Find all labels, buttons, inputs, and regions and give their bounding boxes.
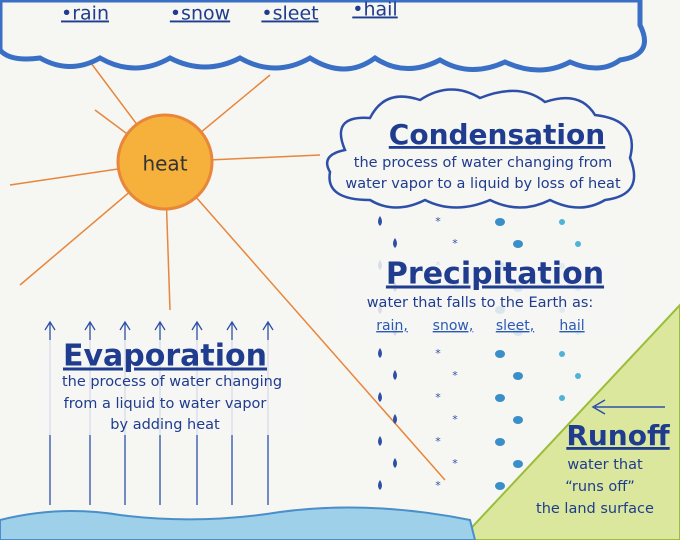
sleet-pellet	[495, 394, 505, 402]
hail-stone	[559, 219, 565, 225]
evaporation-text: the process of water changing	[62, 374, 282, 390]
sleet-pellet	[513, 372, 523, 380]
rain-drop	[378, 216, 382, 226]
snow-flake: *	[452, 457, 458, 470]
hail-stone	[559, 395, 565, 401]
label-backing	[335, 258, 625, 338]
snow-flake: *	[435, 215, 441, 228]
snow-flake: *	[452, 237, 458, 250]
precipitation-title: Precipitation	[386, 257, 604, 292]
rain-drop	[378, 348, 382, 358]
snow-flake: *	[435, 435, 441, 448]
rain-drop	[393, 414, 397, 424]
rain-drop	[378, 392, 382, 402]
top-item: •hail	[352, 0, 397, 21]
snow-flake: *	[452, 413, 458, 426]
water	[0, 506, 477, 540]
condensation-text: the process of water changing from	[354, 155, 612, 171]
condensation-cloud	[325, 88, 636, 209]
snow-flake: *	[435, 347, 441, 360]
snow-flake: *	[435, 479, 441, 492]
precipitation-text: water that falls to the Earth as:	[367, 295, 594, 311]
top-item: •rain	[61, 3, 109, 25]
condensation-title: Condensation	[389, 118, 605, 151]
land	[458, 303, 680, 540]
runoff-text: water that	[567, 457, 643, 473]
runoff-arrow	[591, 399, 665, 415]
runoff-title: Runoff	[566, 419, 670, 452]
precipitation-type: rain,	[376, 318, 408, 334]
top-cloud	[0, 0, 647, 73]
hail-stone	[575, 241, 581, 247]
top-item: •sleet	[261, 3, 318, 25]
evaporation-title: Evaporation	[63, 339, 267, 374]
evaporation-text: from a liquid to water vapor	[64, 396, 267, 412]
sleet-pellet	[495, 218, 505, 226]
snow-flake: *	[435, 391, 441, 404]
sleet-pellet	[495, 438, 505, 446]
label-backing	[40, 340, 300, 435]
sleet-pellet	[513, 460, 523, 468]
snow-flake: *	[452, 369, 458, 382]
runoff-text: the land surface	[536, 501, 654, 517]
condensation-text: water vapor to a liquid by loss of heat	[345, 176, 621, 192]
precipitation-type: snow,	[433, 318, 474, 334]
sun	[116, 113, 214, 211]
evaporation-text: by adding heat	[110, 417, 220, 433]
rain-drop	[393, 458, 397, 468]
sleet-pellet	[495, 482, 505, 490]
precipitation-type: sleet,	[496, 318, 534, 334]
hail-stone	[575, 373, 581, 379]
hail-stone	[559, 351, 565, 357]
rain-drop	[393, 238, 397, 248]
top-item: •snow	[170, 3, 230, 25]
rain-drop	[393, 370, 397, 380]
sleet-pellet	[513, 240, 523, 248]
rain-drop	[378, 436, 382, 446]
rain-drop	[378, 480, 382, 490]
runoff-text: “runs off”	[565, 479, 635, 495]
precipitation-type: hail	[559, 318, 584, 334]
sleet-pellet	[513, 416, 523, 424]
sleet-pellet	[495, 350, 505, 358]
sun-label: heat	[142, 152, 187, 176]
